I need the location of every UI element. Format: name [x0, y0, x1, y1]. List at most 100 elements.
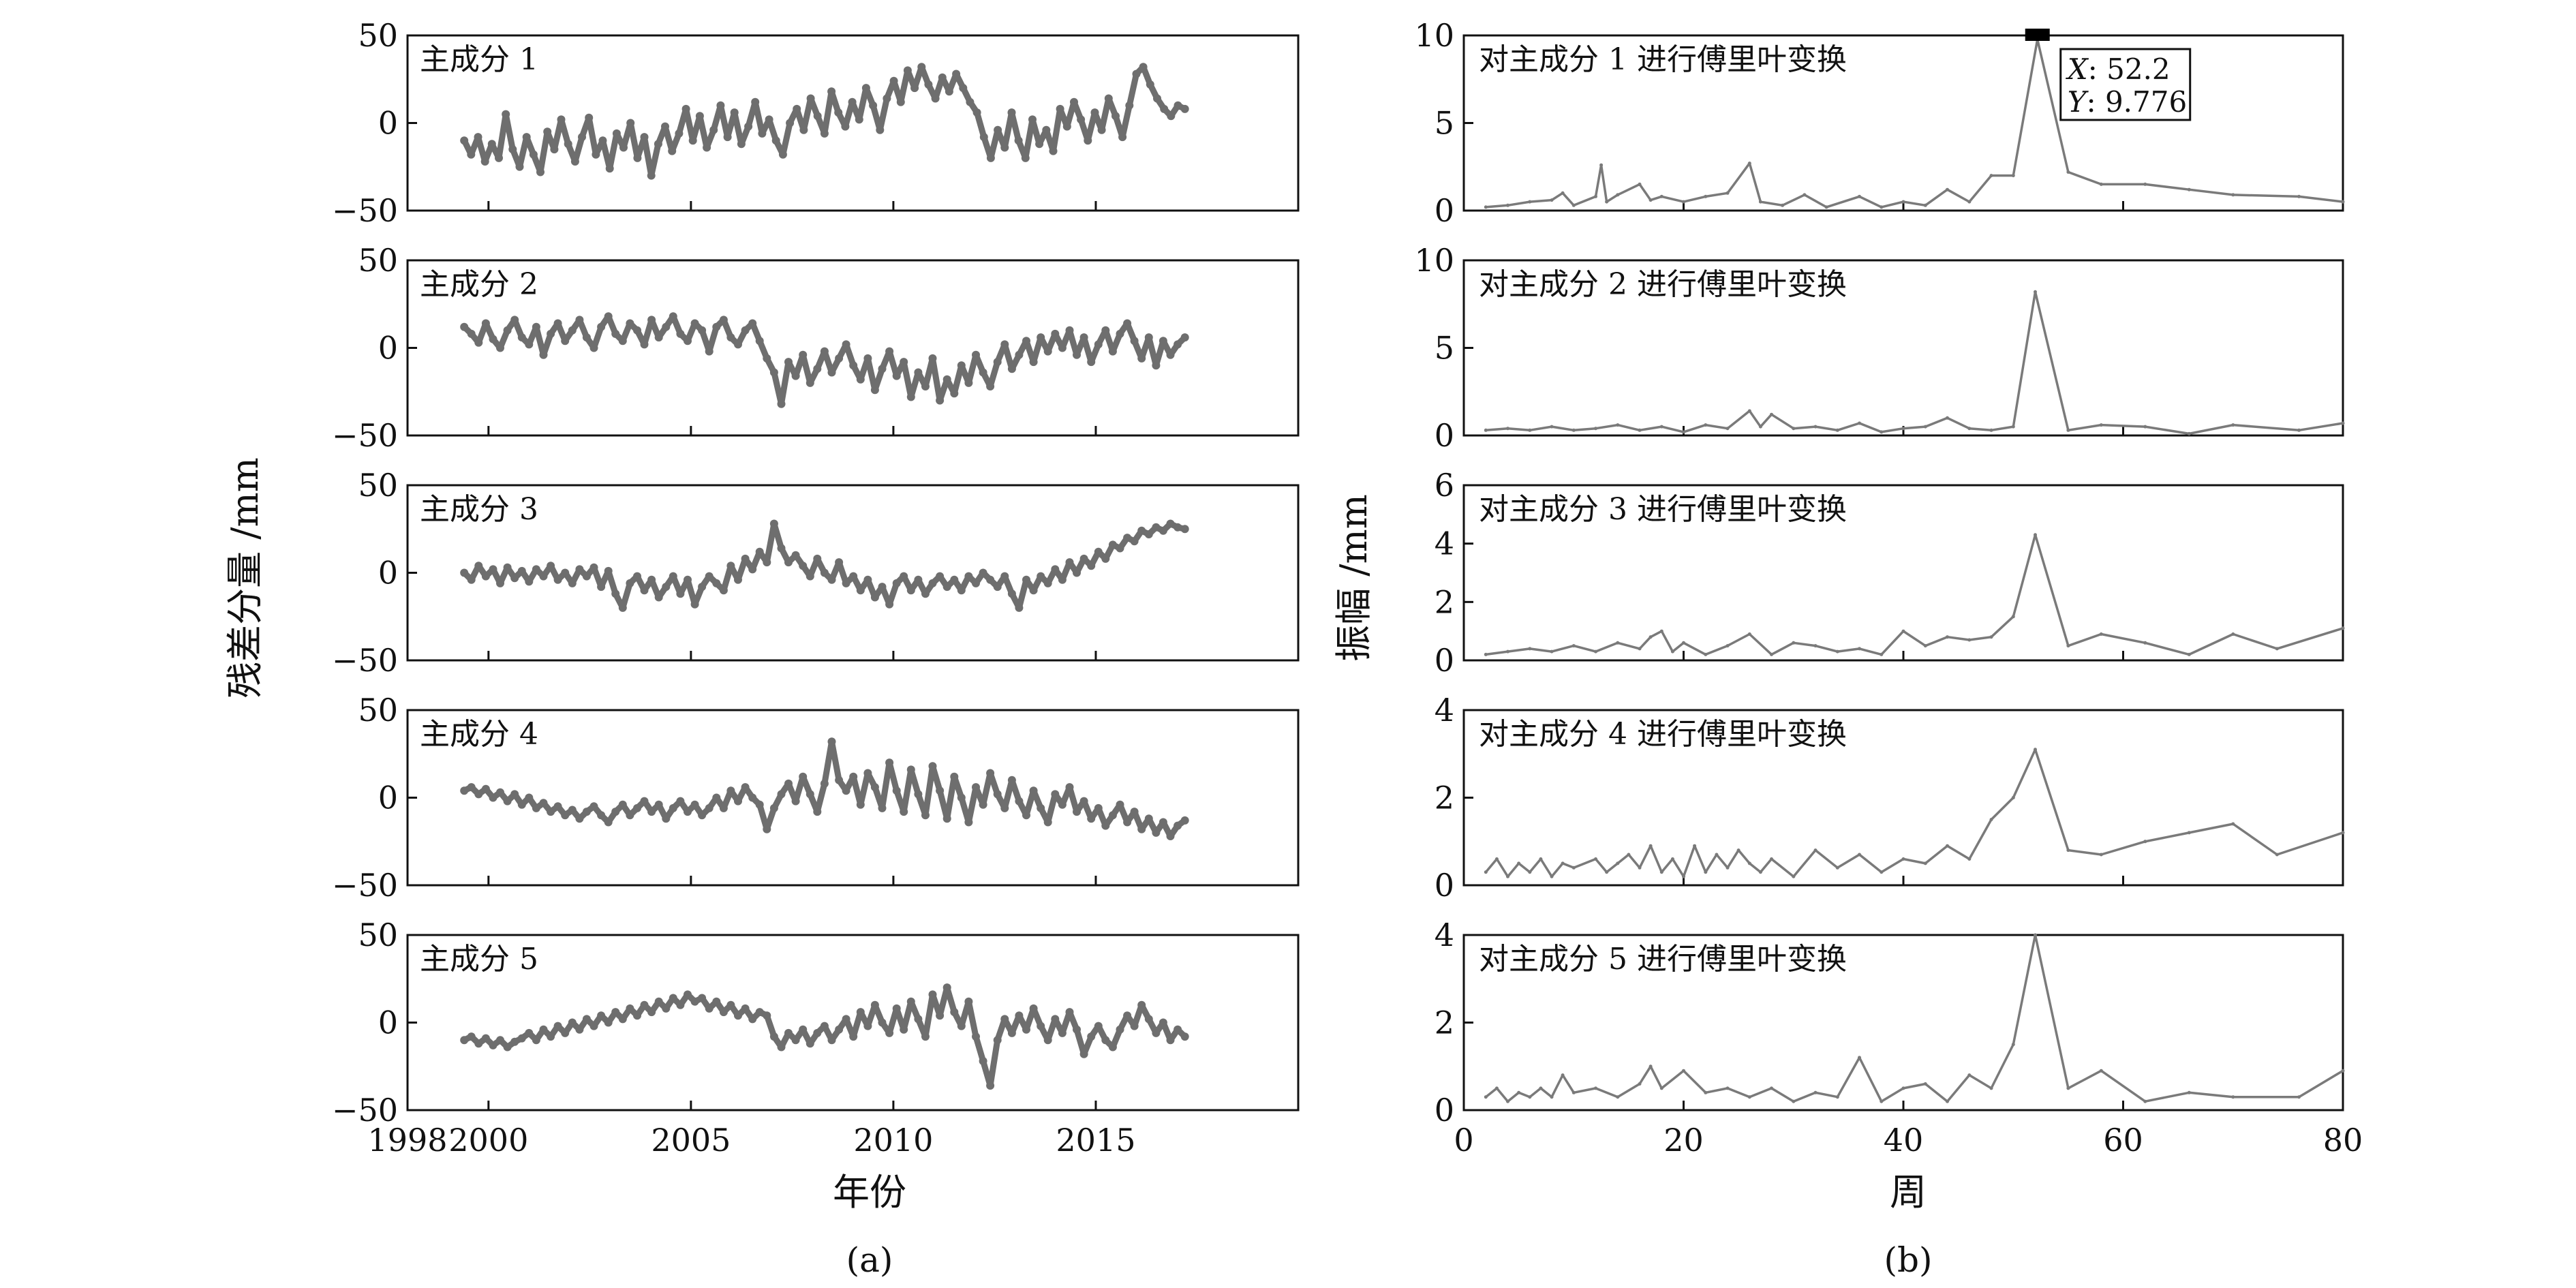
data-point: [539, 350, 548, 359]
data-point: [896, 97, 905, 106]
data-point: [633, 153, 642, 162]
data-point: [1726, 427, 1730, 431]
data-point: [993, 790, 1002, 799]
data-point: [763, 1011, 771, 1020]
data-point: [917, 63, 926, 72]
data-point: [1792, 641, 1796, 645]
data-point: [575, 316, 584, 324]
data-point: [945, 87, 953, 96]
data-point: [820, 129, 829, 138]
data-point: [1682, 874, 1685, 878]
data-point: [921, 811, 930, 820]
data-point: [525, 340, 534, 349]
data-point: [979, 1057, 987, 1065]
data-point: [1682, 200, 1685, 204]
data-point: [1043, 1036, 1052, 1045]
data-point: [539, 1025, 548, 1034]
data-point: [748, 565, 757, 574]
data-point: [532, 1036, 540, 1045]
data-point: [979, 133, 988, 142]
data-point: [1049, 147, 1058, 155]
data-point: [467, 1032, 476, 1041]
y-tick-label: 50: [358, 17, 398, 54]
data-point: [910, 84, 919, 93]
data-point: [668, 147, 677, 155]
data-point: [820, 779, 829, 788]
data-point: [1770, 1086, 1773, 1090]
data-point: [1022, 575, 1030, 584]
data-point: [626, 119, 635, 127]
data-point: [748, 1015, 757, 1024]
data-point: [870, 1000, 879, 1009]
data-point: [1094, 803, 1103, 812]
data-point: [1144, 530, 1153, 538]
data-point: [1704, 652, 1708, 656]
x-tick-label: 0: [1454, 1122, 1473, 1159]
data-point: [784, 1028, 793, 1037]
panel-b-subplot-1: 10 5 0 对主成分 1 进行傅里叶变换 X: 52.2Y: 9.776: [1414, 17, 2345, 229]
datatip-x-text: X: 52.2: [2066, 52, 2171, 86]
data-point: [1007, 1028, 1016, 1037]
data-point: [539, 572, 548, 581]
data-point: [2011, 615, 2015, 619]
data-point: [1858, 194, 1861, 198]
data-point: [1649, 1064, 1653, 1069]
data-point: [834, 108, 843, 117]
data-point: [2099, 632, 2103, 636]
data-point: [698, 811, 707, 820]
y-tick-label: 10: [1414, 242, 1454, 279]
data-point: [1058, 343, 1067, 352]
y-tick-label: 0: [1435, 867, 1454, 904]
data-point: [1073, 808, 1081, 816]
data-point: [1946, 1099, 1949, 1103]
data-point: [755, 1008, 764, 1017]
data-point: [1528, 428, 1532, 432]
data-point: [957, 793, 966, 802]
data-point: [889, 76, 898, 85]
data-point: [763, 558, 771, 567]
x-tick-label: 2010: [853, 1122, 933, 1159]
data-point: [675, 129, 684, 138]
data-point: [669, 572, 677, 581]
series-label: 主成分 2: [420, 267, 538, 302]
data-point: [522, 133, 531, 142]
data-point: [467, 329, 476, 338]
data-point: [578, 133, 586, 142]
data-point: [712, 997, 721, 1006]
data-point: [769, 519, 778, 528]
data-point: [786, 119, 795, 127]
data-point: [582, 808, 591, 816]
data-point: [654, 333, 663, 342]
data-point: [972, 350, 980, 359]
data-point: [906, 586, 915, 595]
data-point: [730, 108, 739, 117]
data-point: [1101, 821, 1110, 830]
y-tick-label: 0: [378, 555, 398, 592]
data-point: [1000, 143, 1009, 152]
data-point: [1858, 1056, 1861, 1060]
x-tick-label: 20: [1663, 1122, 1704, 1159]
series-label: 主成分 4: [420, 717, 538, 752]
data-point: [1174, 821, 1182, 830]
data-point: [598, 136, 607, 145]
data-point: [1174, 340, 1182, 349]
data-point: [592, 150, 600, 159]
data-point: [719, 586, 728, 595]
plot-frame: [406, 34, 1300, 212]
data-point: [589, 802, 598, 811]
data-point: [921, 589, 930, 598]
data-point: [719, 316, 728, 324]
data-point: [1000, 803, 1009, 812]
data-point: [561, 568, 570, 577]
data-point: [2011, 1043, 2015, 1047]
data-point: [547, 1032, 555, 1041]
data-point: [936, 1011, 945, 1020]
data-point: [972, 1032, 980, 1041]
data-point: [1000, 572, 1009, 581]
data-point: [2034, 533, 2037, 537]
data-point: [568, 806, 577, 814]
y-tick-label: 10: [1414, 17, 1454, 54]
data-point: [1130, 337, 1139, 346]
data-point: [1813, 1090, 1818, 1094]
data-point: [892, 579, 901, 587]
